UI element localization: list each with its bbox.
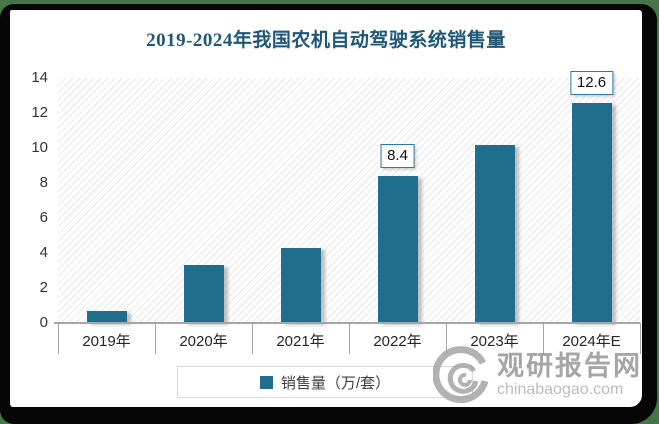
x-axis-label-2020年: 2020年 [179,333,228,350]
y-axis: 0 2 4 6 8 10 12 14 [10,10,48,407]
x-axis-tick [543,323,544,354]
x-axis-tick [252,323,253,354]
bar-slot: 8.4 [349,78,446,323]
x-axis-label-2023年: 2023年 [470,333,519,350]
bar-2021年 [280,247,321,323]
data-label-2022年: 8.4 [380,144,415,168]
x-axis-tick [58,323,59,354]
x-axis-label-2019年: 2019年 [82,333,131,350]
bar-2023年 [474,144,515,323]
bar-2019年 [86,311,127,323]
y-axis-label-12: 12 [31,104,48,121]
x-axis-tick [640,323,641,354]
watermark-brand: 观研报告网 [497,351,642,381]
bar-2020年 [183,265,224,323]
y-axis-label-14: 14 [31,69,48,86]
chart-card: 2019-2024年我国农机自动驾驶系统销售量 0 2 4 6 8 10 12 14 8.4 1… [0,4,657,424]
x-axis-labels: 2019年 2020年 2021年 2022年 2023年 2024年E [58,330,640,351]
bar-slot [155,78,252,323]
y-axis-label-4: 4 [39,244,48,261]
y-axis-label-0: 0 [39,314,48,331]
x-axis-label-2022年: 2022年 [373,333,422,350]
x-axis-label-2021年: 2021年 [276,333,325,350]
bar-slot [446,78,543,323]
x-axis-tick [446,323,447,354]
legend-swatch-icon [259,375,273,389]
bar-2024年E [571,102,612,323]
legend: 销售量（万/套） [177,366,473,398]
x-axis-line [54,322,640,324]
x-axis-label-2024年E: 2024年E [562,333,621,350]
legend-label: 销售量（万/套） [280,374,391,392]
watermark-domain: chinabaogao.com [497,381,624,398]
y-axis-label-6: 6 [39,209,48,226]
chart-canvas: 2019-2024年我国农机自动驾驶系统销售量 0 2 4 6 8 10 12 14 8.4 1… [10,10,642,407]
y-axis-label-2: 2 [39,279,48,296]
x-axis-tick [349,323,350,354]
y-axis-label-8: 8 [39,174,48,191]
bar-slot: 12.6 [543,70,640,323]
y-axis-label-10: 10 [31,139,48,156]
bar-slot [58,78,155,323]
x-axis-tick [155,323,156,354]
bar-slot [252,78,349,323]
bar-2022年 [377,176,418,323]
plot-area: 8.4 12.6 [58,70,640,323]
data-label-2024年E: 12.6 [569,70,614,95]
watermark-text: 观研报告网 chinabaogao.com [497,351,642,399]
chart-title: 2019-2024年我国农机自动驾驶系统销售量 [146,30,506,51]
